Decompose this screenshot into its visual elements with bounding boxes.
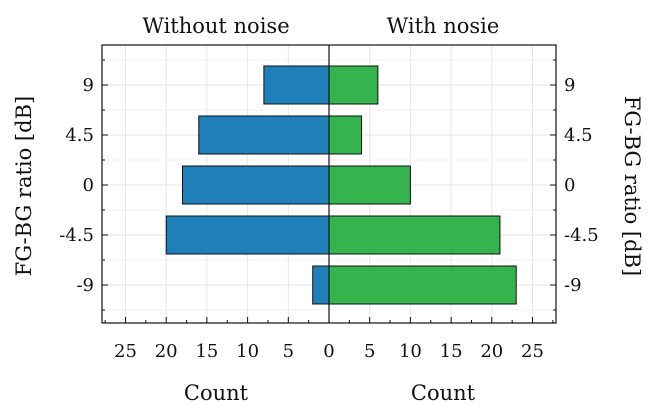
y-axis-label-right: FG-BG ratio [dB] [620, 96, 644, 276]
bar-with-noise--9 [328, 265, 517, 305]
y-axis-label-left: FG-BG ratio [dB] [12, 96, 36, 276]
bar-with-noise--4.5 [328, 215, 501, 255]
y-tick-label-right: 0 [564, 175, 575, 196]
bar-without-noise-9 [263, 65, 330, 105]
bar-without-noise--4.5 [165, 215, 330, 255]
bar-without-noise-4.5 [198, 115, 330, 155]
x-tick-label: 20 [480, 341, 503, 362]
bar-with-noise-4.5 [328, 115, 363, 155]
bar-without-noise-0 [181, 165, 330, 205]
y-tick-label-right: -4.5 [564, 225, 599, 246]
x-tick-label: 0 [323, 341, 334, 362]
x-tick-label: 15 [195, 341, 218, 362]
bar-with-noise-9 [328, 65, 379, 105]
x-tick-label: 5 [364, 341, 375, 362]
y-tick-label-right: 4.5 [564, 125, 593, 146]
ticks: 25 20 15 10 5 0 5 10 15 20 25 9 9 4.5 4.5 0 0 -4.5 -4.5 -9 -… [59, 59, 599, 362]
x-tick-label: 15 [440, 341, 463, 362]
x-tick-label: 25 [114, 341, 137, 362]
x-tick-label: 5 [283, 341, 294, 362]
right-panel-title: With nosie [387, 14, 500, 38]
x-tick-label: 20 [155, 341, 178, 362]
y-tick-label-left: 0 [83, 175, 94, 196]
y-tick-label-left: -4.5 [59, 225, 94, 246]
y-tick-label-right: -9 [564, 275, 582, 296]
x-axis-label-left: Count [184, 381, 249, 405]
bars [165, 65, 517, 305]
x-tick-label: 10 [236, 341, 259, 362]
y-tick-label-left: -9 [76, 275, 94, 296]
y-tick-label-right: 9 [564, 75, 575, 96]
y-tick-label-left: 9 [83, 75, 94, 96]
left-panel-title: Without noise [142, 14, 289, 38]
bar-with-noise-0 [328, 165, 411, 205]
x-axis-label-right: Count [411, 381, 476, 405]
bar-without-noise--9 [312, 265, 330, 305]
x-tick-label: 25 [521, 341, 544, 362]
y-tick-label-left: 4.5 [65, 125, 94, 146]
x-tick-label: 10 [399, 341, 422, 362]
